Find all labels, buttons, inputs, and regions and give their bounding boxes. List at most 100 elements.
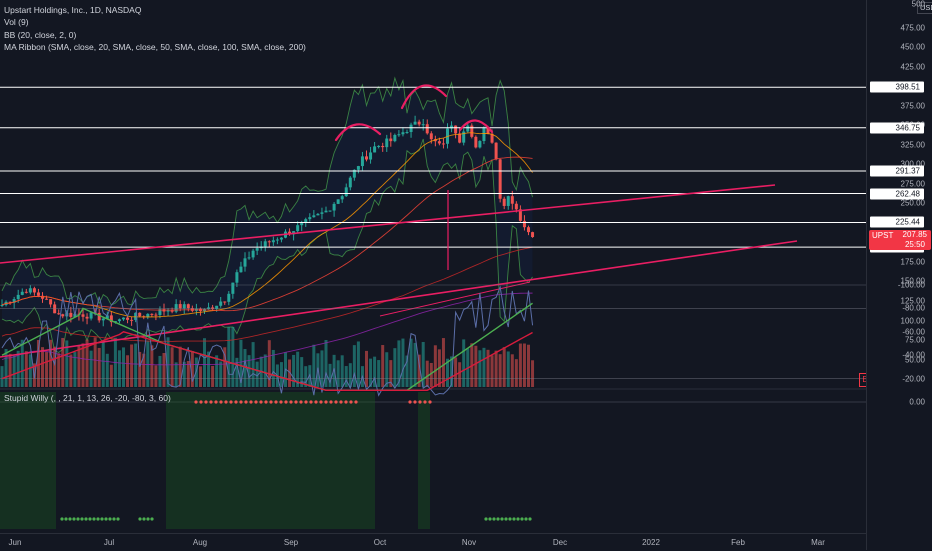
volume-bar — [510, 354, 514, 387]
candle-body — [126, 317, 130, 320]
price-tick: 100.00 — [900, 316, 925, 325]
volume-bar — [130, 344, 134, 387]
candle-body — [32, 288, 36, 293]
candle-body — [417, 121, 421, 125]
oscillator-dot — [244, 400, 248, 404]
level-price-label[interactable]: 346.75 — [870, 122, 924, 134]
volume-bar — [454, 357, 458, 387]
currency-label[interactable]: USD — [917, 2, 932, 14]
oscillator-dot — [259, 400, 263, 404]
candle-body — [117, 319, 121, 322]
volume-bar — [4, 348, 8, 387]
volume-bar — [381, 345, 385, 387]
time-label: Feb — [731, 538, 745, 547]
volume-bar — [198, 366, 202, 387]
volume-bar — [154, 365, 158, 387]
volume-bar — [117, 350, 121, 387]
candle-body — [506, 196, 510, 206]
oscillator-dot — [88, 517, 92, 521]
bollinger-indicator-label[interactable]: BB (20, close, 2, 0) — [4, 29, 77, 40]
candle-body — [494, 142, 498, 160]
oscillator-dot — [299, 400, 303, 404]
candle-body — [146, 313, 150, 318]
candle-body — [138, 312, 142, 317]
volume-bar — [288, 359, 292, 387]
price-axis[interactable]: USD 500 475.00450.00425.00375.00350.0032… — [866, 0, 932, 550]
oscillator-dot — [146, 517, 150, 521]
volume-bar — [425, 360, 429, 387]
level-price-label[interactable]: 262.48 — [870, 188, 924, 200]
candle-body — [275, 239, 279, 241]
candle-body — [109, 315, 113, 323]
time-label: Nov — [461, 538, 477, 547]
candle-body — [518, 209, 522, 221]
volume-bar — [186, 360, 190, 387]
volume-bar — [12, 355, 16, 387]
volume-bar — [296, 351, 300, 387]
level-price-label[interactable]: 291.37 — [870, 165, 924, 177]
candle-body — [312, 215, 316, 218]
oscillator-dot — [100, 517, 104, 521]
volume-bar — [365, 350, 368, 387]
current-price-tag[interactable]: UPST 207.85 25:50 — [869, 230, 931, 251]
price-tick: 125.00 — [900, 296, 925, 306]
volume-bar — [441, 338, 445, 387]
ma-ribbon-indicator-label[interactable]: MA Ribbon (SMA, close, 20, SMA, close, 5… — [4, 42, 306, 53]
oscillator-dot — [254, 400, 258, 404]
volume-bar — [413, 342, 417, 387]
volume-bar — [85, 339, 89, 387]
candle-body — [466, 125, 470, 132]
volume-bar — [336, 360, 340, 387]
volume-bar — [8, 353, 12, 387]
oscillator-dot — [264, 400, 268, 404]
oscillator-dot — [72, 517, 76, 521]
volume-bar — [502, 347, 506, 387]
candle-body — [474, 136, 478, 148]
candle-body — [130, 319, 134, 321]
candle-body — [316, 213, 320, 216]
level-price-label[interactable]: 225.44 — [870, 216, 924, 228]
candle-body — [57, 313, 61, 315]
price-tick: 325.00 — [900, 140, 925, 150]
volume-bar — [251, 342, 255, 387]
candle-body — [288, 231, 292, 235]
time-axis[interactable]: Jun Jul Aug Sep Oct Nov Dec 2022 Feb Mar — [0, 533, 866, 551]
volume-bar — [518, 343, 522, 387]
oscillator-slow-line — [1, 331, 533, 391]
oscillator-dot — [294, 400, 298, 404]
volume-bar — [53, 346, 57, 387]
candle-body — [105, 315, 109, 319]
volume-bar — [41, 347, 44, 387]
volume-bar — [498, 354, 502, 387]
level-price-label[interactable]: 398.51 — [870, 81, 924, 93]
volume-bar — [531, 360, 535, 387]
oscillator-dot — [239, 400, 243, 404]
price-tick: 250.00 — [900, 198, 925, 208]
volume-bar — [247, 355, 251, 387]
volume-bar — [377, 360, 381, 387]
price-tick: 375.00 — [900, 101, 925, 111]
candle-body — [308, 217, 312, 220]
volume-bar — [514, 359, 518, 387]
candle-body — [61, 314, 65, 317]
volume-bar — [150, 345, 154, 387]
volume-bar — [304, 366, 308, 387]
oscillator-dot — [500, 517, 504, 521]
volume-bar — [16, 350, 20, 387]
oscillator-zone — [0, 392, 56, 529]
candle-body — [251, 250, 255, 258]
price-value: 207.85 — [902, 230, 927, 240]
oscillator-indicator-label[interactable]: Stupid Willy (, , 21, 1, 13, 26, -20, -8… — [4, 393, 171, 403]
candle-body — [174, 304, 178, 312]
oscillator-dot — [334, 400, 338, 404]
candle-body — [24, 291, 28, 293]
time-label: Mar — [811, 538, 825, 547]
volume-bar — [101, 342, 105, 387]
symbol-title[interactable]: Upstart Holdings, Inc., 1D, NASDAQ — [4, 5, 142, 15]
oscillator-dot — [496, 517, 500, 521]
volume-indicator-label[interactable]: Vol (9) — [4, 17, 29, 28]
candle-body — [85, 316, 89, 319]
volume-bar — [373, 356, 377, 387]
volume-bar — [61, 337, 65, 387]
